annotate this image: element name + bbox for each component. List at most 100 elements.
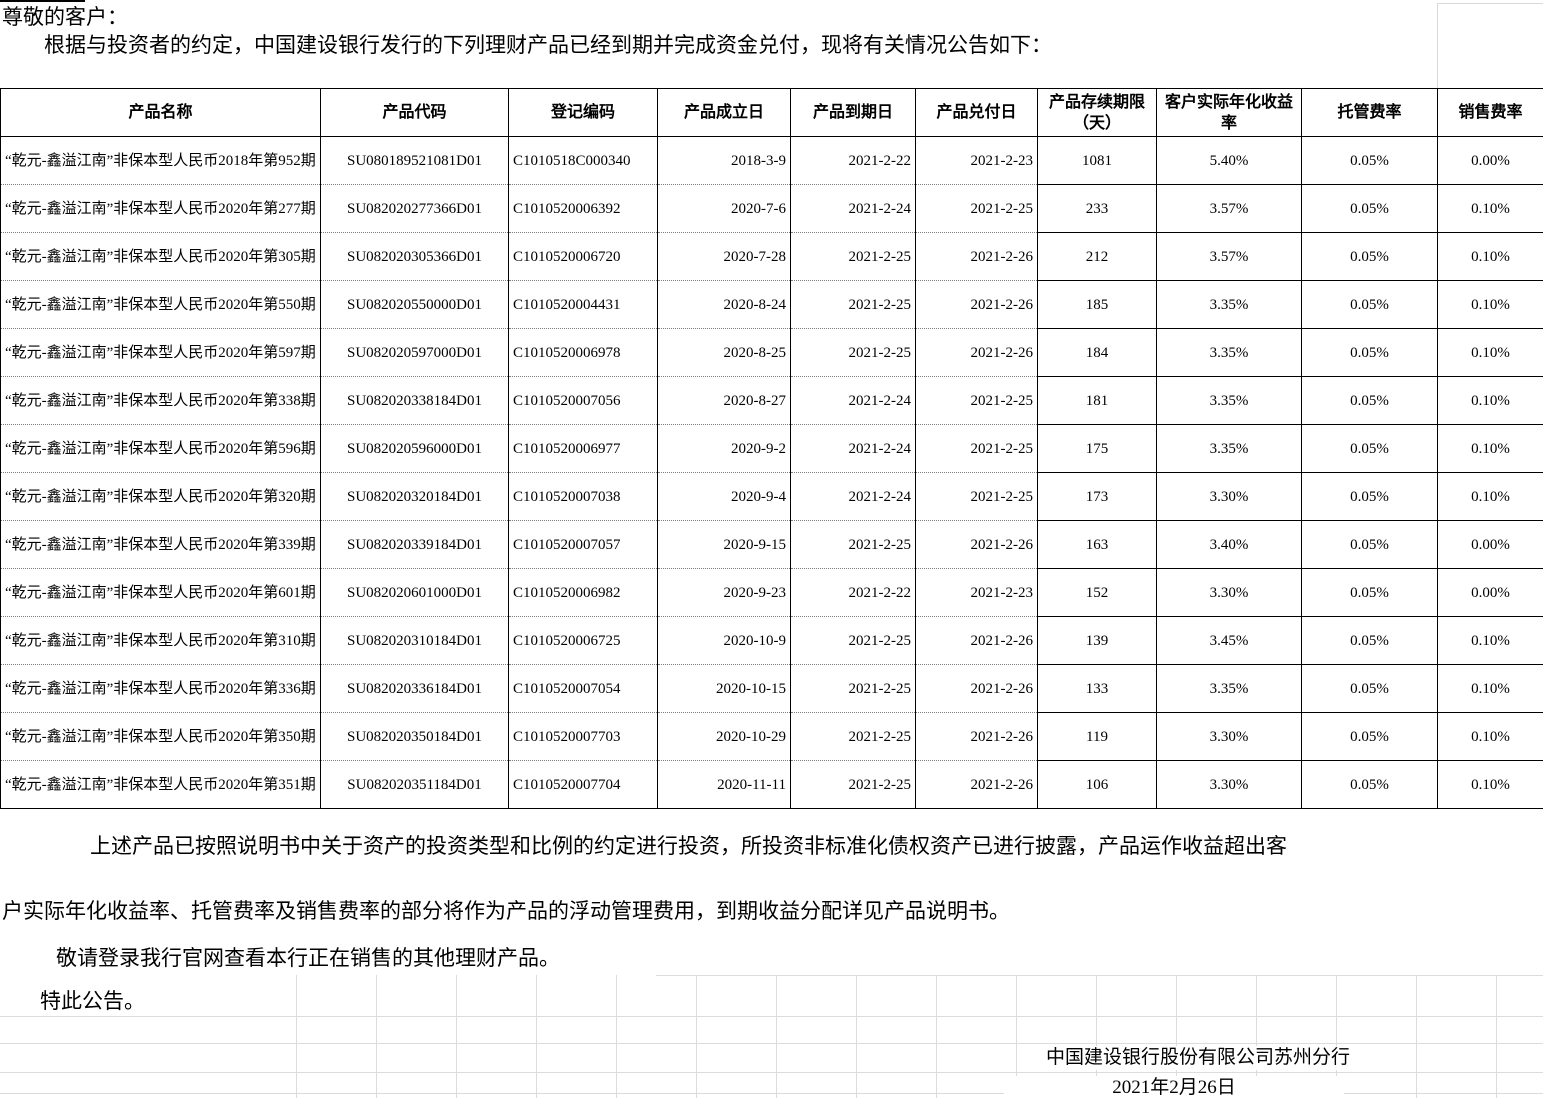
cell-established-date: 2020-9-4 [657,472,791,521]
cell-payment-date: 2021-2-25 [915,472,1038,521]
cell-product-code: SU082020351184D01 [320,760,509,809]
cell-product-name: “乾元-鑫溢江南”非保本型人民币2020年第350期 [0,712,321,761]
cell-duration-days: 185 [1037,280,1157,329]
cell-sales-fee-rate: 0.00% [1437,520,1543,569]
cell-payment-date: 2021-2-23 [915,568,1038,617]
cell-established-date: 2020-9-2 [657,424,791,473]
cell-payment-date: 2021-2-23 [915,136,1038,185]
cell-established-date: 2020-8-27 [657,376,791,425]
cell-custody-fee-rate: 0.05% [1301,664,1438,713]
cell-actual-annualized-yield: 3.35% [1156,328,1302,377]
cell-sales-fee-rate: 0.10% [1437,232,1543,281]
header-established-date: 产品成立日 [657,88,791,137]
cell-maturity-date: 2021-2-25 [790,328,916,377]
cell-product-name: “乾元-鑫溢江南”非保本型人民币2020年第277期 [0,184,321,233]
salutation-text: 尊敬的客户： [2,5,128,29]
cell-actual-annualized-yield: 3.30% [1156,472,1302,521]
cell-maturity-date: 2021-2-24 [790,376,916,425]
table-row: “乾元-鑫溢江南”非保本型人民币2020年第320期 SU082020320184… [0,472,1543,521]
cell-registration-code: C1010520007704 [508,760,658,809]
cell-sales-fee-rate: 0.00% [1437,568,1543,617]
cell-registration-code: C1010520007056 [508,376,658,425]
cell-maturity-date: 2021-2-25 [790,712,916,761]
cell-registration-code: C1010520006982 [508,568,658,617]
cell-actual-annualized-yield: 5.40% [1156,136,1302,185]
intro-paragraph: 根据与投资者的约定，中国建设银行发行的下列理财产品已经到期并完成资金兑付，现将有… [44,33,1052,57]
header-product-name: 产品名称 [0,88,321,137]
cell-actual-annualized-yield: 3.30% [1156,760,1302,809]
cell-product-name: “乾元-鑫溢江南”非保本型人民币2020年第338期 [0,376,321,425]
cell-maturity-date: 2021-2-25 [790,760,916,809]
cell-custody-fee-rate: 0.05% [1301,568,1438,617]
table-row: “乾元-鑫溢江南”非保本型人民币2020年第596期 SU082020596000… [0,424,1543,473]
cell-established-date: 2020-10-9 [657,616,791,665]
cell-product-code: SU082020320184D01 [320,472,509,521]
cell-maturity-date: 2021-2-22 [790,136,916,185]
cell-registration-code: C1010520006978 [508,328,658,377]
cell-payment-date: 2021-2-25 [915,184,1038,233]
table-row: “乾元-鑫溢江南”非保本型人民币2020年第310期 SU082020310184… [0,616,1543,665]
cell-custody-fee-rate: 0.05% [1301,184,1438,233]
cell-product-name: “乾元-鑫溢江南”非保本型人民币2020年第597期 [0,328,321,377]
closing-statement: 特此公告。 [40,989,145,1013]
cell-actual-annualized-yield: 3.35% [1156,280,1302,329]
cell-registration-code: C1010520004431 [508,280,658,329]
table-row: “乾元-鑫溢江南”非保本型人民币2020年第350期 SU082020350184… [0,712,1543,761]
cell-duration-days: 233 [1037,184,1157,233]
cell-duration-days: 163 [1037,520,1157,569]
cell-payment-date: 2021-2-26 [915,232,1038,281]
table-row: “乾元-鑫溢江南”非保本型人民币2020年第597期 SU082020597000… [0,328,1543,377]
cell-product-code: SU082020305366D01 [320,232,509,281]
cell-custody-fee-rate: 0.05% [1301,136,1438,185]
cell-custody-fee-rate: 0.05% [1301,760,1438,809]
cell-product-code: SU082020601000D01 [320,568,509,617]
cell-maturity-date: 2021-2-24 [790,424,916,473]
cell-actual-annualized-yield: 3.30% [1156,568,1302,617]
cell-duration-days: 184 [1037,328,1157,377]
cell-established-date: 2018-3-9 [657,136,791,185]
cell-actual-annualized-yield: 3.40% [1156,520,1302,569]
cell-duration-days: 133 [1037,664,1157,713]
cell-maturity-date: 2021-2-25 [790,616,916,665]
cell-registration-code: C1010520006977 [508,424,658,473]
table-row: “乾元-鑫溢江南”非保本型人民币2018年第952期 SU080189521081… [0,136,1543,185]
header-custody-fee-rate: 托管费率 [1301,88,1438,137]
cell-custody-fee-rate: 0.05% [1301,472,1438,521]
cell-custody-fee-rate: 0.05% [1301,280,1438,329]
header-registration-code: 登记编码 [508,88,658,137]
products-table-body: “乾元-鑫溢江南”非保本型人民币2018年第952期 SU080189521081… [0,136,1543,809]
cell-registration-code: C1010518C000340 [508,136,658,185]
cell-sales-fee-rate: 0.00% [1437,136,1543,185]
cell-sales-fee-rate: 0.10% [1437,472,1543,521]
faint-gridline [0,1072,1543,1073]
table-row: “乾元-鑫溢江南”非保本型人民币2020年第550期 SU082020550000… [0,280,1543,329]
cell-actual-annualized-yield: 3.30% [1156,712,1302,761]
website-notice-paragraph: 敬请登录我行官网查看本行正在销售的其他理财产品。 [56,946,560,970]
cell-maturity-date: 2021-2-24 [790,472,916,521]
cell-established-date: 2020-9-23 [657,568,791,617]
cell-sales-fee-rate: 0.10% [1437,328,1543,377]
cell-sales-fee-rate: 0.10% [1437,760,1543,809]
header-actual-annualized-yield: 客户实际年化收益率 [1156,88,1302,137]
signer-name: 中国建设银行股份有限公司苏州分行 [1028,1046,1368,1070]
cell-registration-code: C1010520006725 [508,616,658,665]
cell-product-name: “乾元-鑫溢江南”非保本型人民币2020年第305期 [0,232,321,281]
cell-payment-date: 2021-2-26 [915,712,1038,761]
cell-payment-date: 2021-2-26 [915,280,1038,329]
cell-registration-code: C1010520007703 [508,712,658,761]
cell-actual-annualized-yield: 3.57% [1156,232,1302,281]
cell-product-name: “乾元-鑫溢江南”非保本型人民币2020年第339期 [0,520,321,569]
cell-product-code: SU082020350184D01 [320,712,509,761]
table-row: “乾元-鑫溢江南”非保本型人民币2020年第277期 SU082020277366… [0,184,1543,233]
header-product-code: 产品代码 [320,88,509,137]
header-maturity-date: 产品到期日 [790,88,916,137]
cell-product-name: “乾元-鑫溢江南”非保本型人民币2020年第550期 [0,280,321,329]
cell-product-name: “乾元-鑫溢江南”非保本型人民币2020年第310期 [0,616,321,665]
cell-maturity-date: 2021-2-25 [790,520,916,569]
cell-payment-date: 2021-2-25 [915,424,1038,473]
cell-duration-days: 106 [1037,760,1157,809]
cell-product-name: “乾元-鑫溢江南”非保本型人民币2018年第952期 [0,136,321,185]
cell-established-date: 2020-10-15 [657,664,791,713]
header-payment-date: 产品兑付日 [915,88,1038,137]
table-row: “乾元-鑫溢江南”非保本型人民币2020年第305期 SU082020305366… [0,232,1543,281]
